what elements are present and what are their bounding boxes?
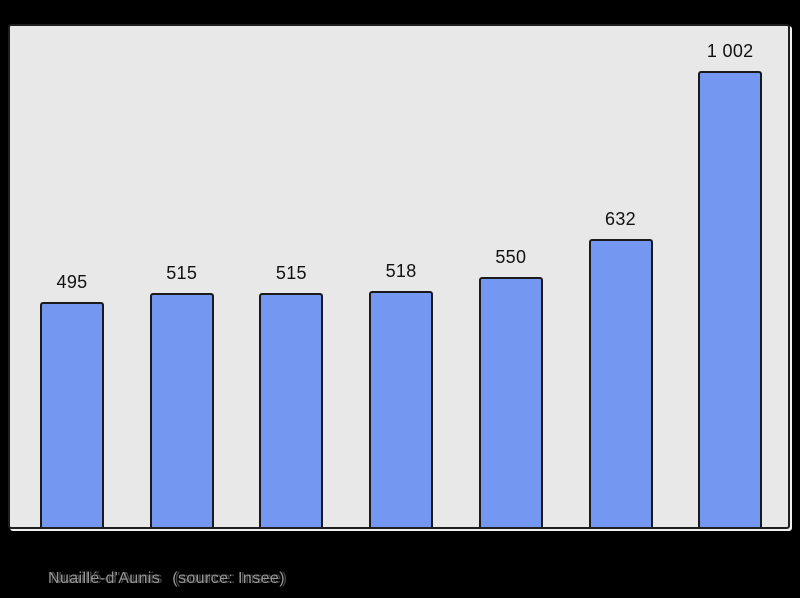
- bar-6: [588, 239, 653, 527]
- bar-7: [698, 71, 763, 527]
- bar-5: [478, 277, 543, 527]
- bar-value-label-4: 518: [385, 261, 417, 281]
- bar-value-label-5: 550: [495, 247, 527, 267]
- caption-source: (source: Insee): [172, 570, 285, 587]
- bar-value-label-3: 515: [275, 263, 307, 283]
- bar-4: [369, 291, 434, 527]
- caption-commune-name: Nuaillé-d'Aunis: [48, 570, 161, 587]
- bar-value-label-1: 495: [56, 272, 88, 292]
- plot-area: 495 515 515 518 550 632 1 002: [10, 26, 788, 527]
- bar-value-label-2: 515: [166, 263, 198, 283]
- chart-caption: Nuaillé-d'Aunis (source: Insee): [48, 570, 285, 588]
- bar-value-label-7: 1 002: [706, 41, 754, 61]
- bar-value-label-6: 632: [605, 209, 636, 229]
- bar-2: [149, 293, 214, 527]
- bar-3: [259, 293, 324, 527]
- bar-1: [40, 302, 104, 527]
- chart-panel: 495 515 515 518 550 632 1 002: [8, 24, 790, 529]
